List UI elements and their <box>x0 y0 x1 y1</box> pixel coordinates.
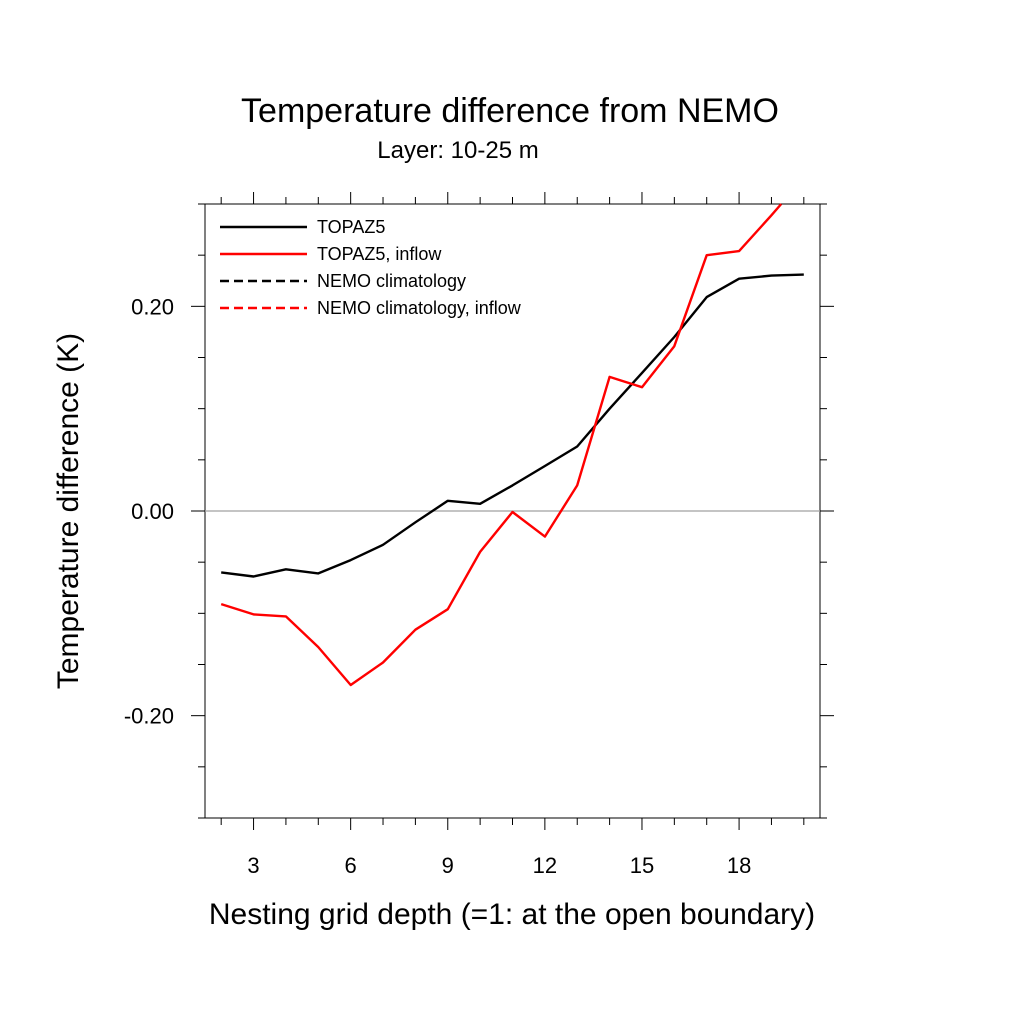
tick-labels: 3 6 9 12 15 18 -0.20 0.00 0.20 <box>124 294 751 878</box>
y-tick-label: -0.20 <box>124 704 174 729</box>
x-tick-label: 12 <box>533 853 557 878</box>
y-axis-label: Temperature difference (K) <box>52 333 85 689</box>
series-line-2 <box>220 203 783 687</box>
legend-label-1: TOPAZ5 <box>317 217 385 237</box>
legend: TOPAZ5 TOPAZ5, inflow NEMO climatology NEMO… <box>220 217 522 318</box>
series-lines <box>220 203 804 687</box>
chart-title: Temperature difference from NEMO <box>241 92 779 130</box>
legend-label-3: NEMO climatology <box>317 271 466 291</box>
legend-label-2: TOPAZ5, inflow <box>317 244 442 264</box>
y-tick-label: 0.00 <box>131 499 174 524</box>
chart-subtitle: Layer: 10-25 m <box>377 137 538 164</box>
x-axis-label: Nesting grid depth (=1: at the open boun… <box>209 898 815 931</box>
x-tick-label: 15 <box>630 853 654 878</box>
x-tick-label: 3 <box>247 853 259 878</box>
x-tick-label: 6 <box>345 853 357 878</box>
x-tick-label: 9 <box>442 853 454 878</box>
y-tick-label: 0.20 <box>131 294 174 319</box>
x-tick-label: 18 <box>727 853 751 878</box>
series-line-1 <box>221 273 804 578</box>
legend-label-4: NEMO climatology, inflow <box>317 298 522 318</box>
ticks <box>191 192 834 830</box>
